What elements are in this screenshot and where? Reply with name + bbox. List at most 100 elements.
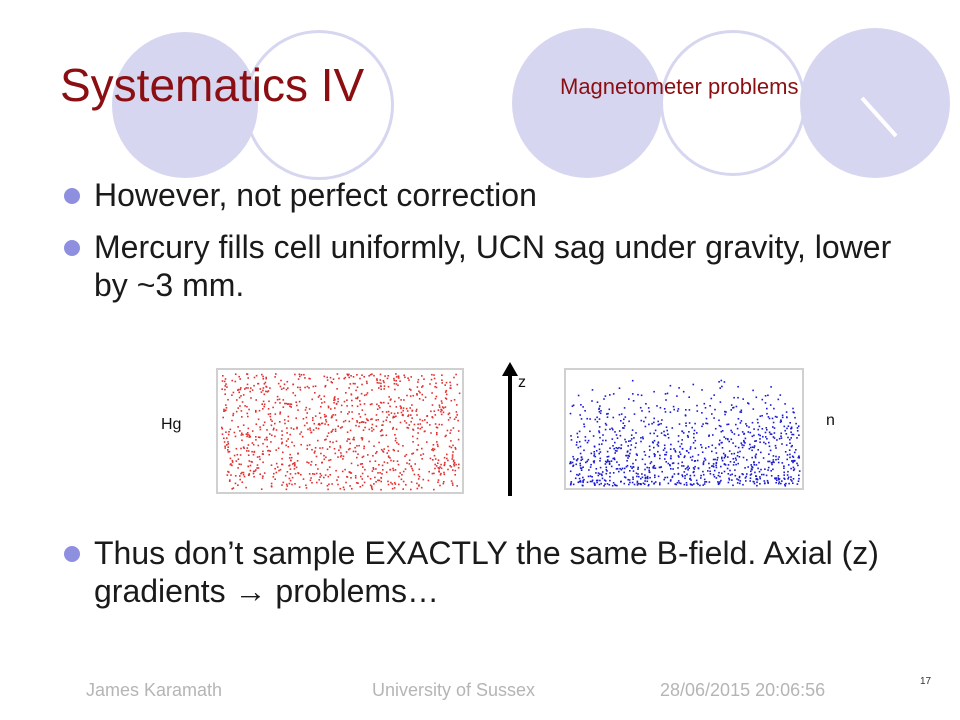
particle-dot [232,414,234,417]
particle-dot [342,420,345,423]
particle-dot [382,450,384,452]
particle-dot [386,462,389,464]
particle-dot [757,449,759,451]
particle-dot [273,427,275,430]
particle-dot [754,471,756,474]
particle-dot [281,442,283,445]
particle-dot [280,388,283,390]
particle-dot [771,461,773,464]
particle-dot [240,387,242,389]
particle-dot [455,373,457,376]
particle-dot [227,446,229,448]
particle-dot [308,408,311,410]
particle-dot [789,442,791,444]
particle-dot [339,455,342,458]
particle-dot [740,409,743,412]
particle-dot [379,385,382,387]
particle-dot [406,410,409,412]
particle-dot [729,469,731,472]
particle-dot [726,423,728,426]
particle-dot [325,415,327,417]
particle-dot [446,457,448,460]
particle-dot [228,450,231,453]
particle-dot [442,411,445,414]
particle-dot [385,419,387,421]
particle-dot [685,482,688,484]
particle-dot [780,432,782,435]
particle-dot [434,397,437,400]
particle-dot [323,476,325,479]
particle-dot [291,483,293,486]
particle-dot [790,427,793,430]
particle-dot [570,482,572,485]
particle-dot [348,420,351,423]
particle-dot [750,473,753,475]
footer-institution: University of Sussex [372,680,536,700]
particle-dot [709,473,712,475]
particle-dot [421,393,423,396]
particle-dot [294,394,297,397]
particle-dot [354,477,357,479]
particle-dot [347,448,350,451]
particle-dot [246,412,249,415]
particle-dot [629,448,632,451]
particle-dot [694,447,697,449]
particle-dot [796,462,798,465]
particle-dot [640,394,643,397]
particle-dot [340,452,342,454]
particle-dot [380,402,383,404]
particle-dot [360,475,362,478]
particle-dot [669,464,671,466]
particle-dot [685,409,687,411]
particle-dot [452,460,455,463]
particle-dot [596,481,598,484]
particle-dot [320,422,323,425]
particle-dot [678,423,681,425]
particle-dot [780,420,782,423]
particle-dot [342,486,345,489]
particle-dot [670,468,672,470]
particle-dot [352,450,355,453]
particle-dot [453,463,455,466]
particle-dot [324,439,326,441]
particle-dot [392,426,395,429]
particle-dot [285,488,288,491]
particle-dot [696,404,698,407]
particle-dot [239,388,242,391]
particle-dot [614,441,616,444]
particle-dot [445,381,448,384]
particle-dot [319,416,322,419]
particle-dot [269,450,272,452]
particle-dot [791,455,794,458]
particle-dot [314,385,317,387]
particle-dot [264,438,266,441]
particle-dot [263,393,266,396]
particle-dot [234,373,237,375]
particle-dot [665,399,667,401]
particle-dot [611,438,614,440]
particle-dot [324,423,326,425]
particle-dot [450,480,453,482]
particle-dot [404,376,406,379]
particle-dot [673,408,675,411]
particle-dot [636,484,639,486]
particle-dot [596,420,599,423]
particle-dot [345,481,347,484]
particle-dot [274,376,276,378]
particle-dot [445,389,448,392]
particle-dot [252,470,255,473]
particle-dot [746,425,748,427]
particle-dot [237,426,239,428]
particle-dot [790,426,793,429]
particle-dot [754,440,756,442]
particle-dot [772,461,774,463]
particle-dot [703,402,706,405]
particle-dot [398,475,400,478]
particle-dot [796,483,799,485]
particle-dot [743,444,745,447]
particle-dot [375,452,377,455]
particle-dot [393,412,396,415]
particle-dot [375,481,377,483]
particle-dot [593,453,596,455]
particle-dot [452,484,454,486]
